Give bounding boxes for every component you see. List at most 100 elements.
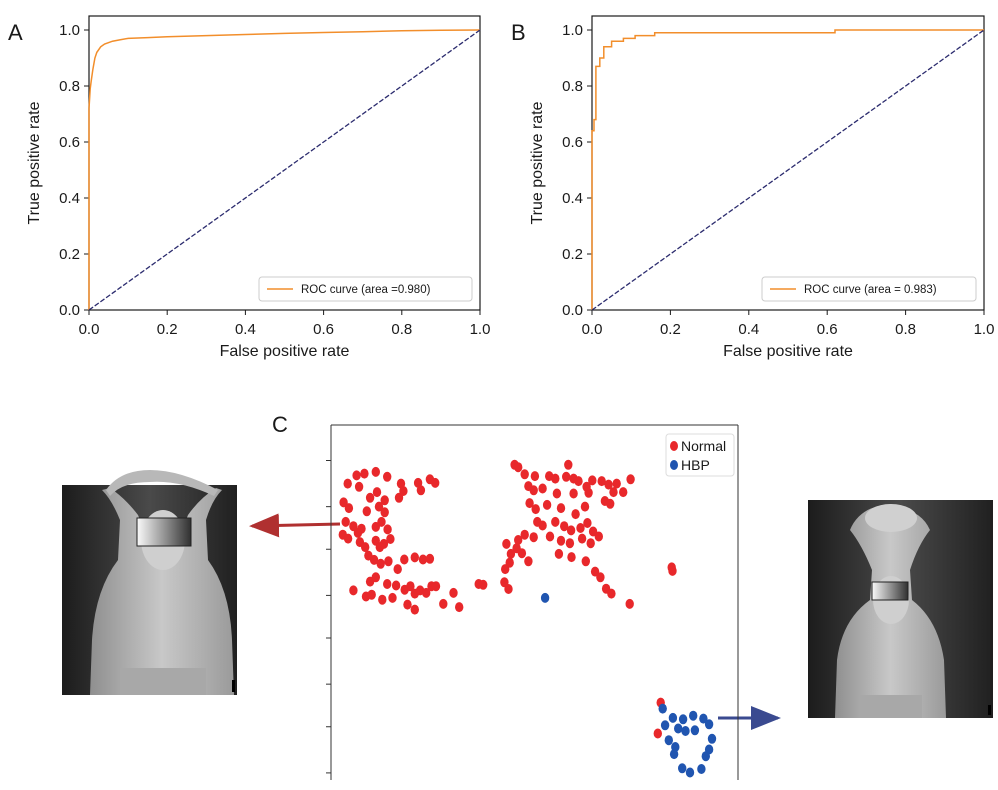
normal-point: [538, 520, 547, 531]
normal-point: [384, 556, 393, 567]
roc-curve-line: [591, 29, 984, 310]
panel-label-b: B: [511, 20, 526, 45]
normal-point: [514, 462, 523, 473]
normal-point: [372, 487, 382, 498]
normal-point: [394, 492, 404, 503]
normal-point: [552, 488, 562, 499]
normal-point: [668, 565, 677, 576]
normal-point: [512, 543, 521, 554]
normal-point: [565, 538, 575, 549]
normal-point: [551, 473, 560, 484]
normal-point: [386, 534, 395, 544]
hbp-point: [699, 713, 708, 724]
normal-point: [581, 556, 590, 567]
x-axis-label: False positive rate: [220, 343, 350, 360]
y-tick-label: 0.0: [59, 302, 80, 319]
normal-point: [504, 584, 513, 594]
normal-point: [569, 488, 578, 499]
normal-point: [349, 521, 358, 532]
y-axis-label: True positive rate: [529, 101, 546, 224]
legend-marker-hbp: [670, 460, 678, 470]
y-tick-label: 0.2: [562, 246, 583, 263]
y-tick-label: 0.6: [59, 134, 80, 151]
x-tick-label: 0.2: [660, 321, 681, 338]
panel-label-a: A: [8, 20, 23, 45]
normal-point: [596, 572, 605, 583]
roc-panel-b: B 0.0 0.2 0.4 0.6 0.8 1.0 0.0 0.2 0.4 0.6 0.8 1.0 Fa…: [511, 15, 995, 360]
hbp-point: [704, 719, 714, 730]
y-tick-label: 0.0: [562, 302, 583, 319]
normal-point: [349, 585, 358, 596]
normal-point: [529, 485, 538, 496]
legend-label-hbp: HBP: [681, 457, 710, 473]
normal-point: [524, 556, 533, 567]
x-tick-label: 0.6: [313, 321, 334, 338]
normal-point: [377, 516, 386, 527]
normal-point: [604, 479, 613, 490]
scatter-panel-c: C Normal HBP: [62, 412, 993, 780]
normal-point: [455, 602, 464, 613]
normal-point: [505, 557, 514, 568]
x-tick-label: 0.8: [895, 321, 916, 338]
normal-point: [343, 478, 352, 489]
normal-point: [371, 466, 380, 477]
hbp-point: [678, 714, 688, 725]
normal-point: [344, 503, 354, 514]
hbp-point: [690, 725, 700, 736]
x-tick-label: 0.2: [157, 321, 178, 338]
normal-point: [607, 588, 616, 599]
normal-point: [416, 485, 426, 496]
normal-point: [352, 470, 361, 481]
x-tick-label: 0.0: [79, 321, 100, 338]
normal-point: [380, 507, 389, 518]
normal-point: [562, 471, 571, 482]
normal-point: [653, 728, 662, 739]
x-tick-label: 1.0: [974, 321, 995, 338]
normal-point: [556, 503, 566, 514]
normal-point: [367, 589, 376, 600]
normal-point: [431, 581, 441, 592]
x-tick-label: 0.0: [582, 321, 603, 338]
hbp-point: [697, 764, 706, 774]
y-tick-label: 0.2: [59, 246, 80, 263]
x-axis-label: False positive rate: [723, 343, 853, 360]
normal-point: [380, 495, 389, 506]
normal-point: [560, 521, 569, 532]
normal-point: [383, 471, 392, 482]
legend-label-normal: Normal: [681, 438, 726, 454]
normal-point: [365, 492, 375, 503]
y-tick-label: 0.8: [59, 78, 80, 95]
legend-marker-normal: [670, 441, 678, 451]
normal-point: [529, 532, 538, 543]
normal-point: [531, 504, 540, 515]
normal-point: [369, 554, 379, 565]
normal-point: [520, 529, 529, 540]
normal-point: [538, 483, 547, 494]
plot-frame: [88, 15, 481, 311]
normal-point: [609, 487, 618, 498]
normal-point: [357, 523, 366, 534]
normal-point: [626, 474, 635, 485]
normal-point: [449, 587, 458, 598]
y-tick-label: 0.4: [59, 190, 80, 207]
y-tick-label: 1.0: [59, 22, 80, 39]
normal-point: [564, 459, 573, 470]
hbp-point: [701, 751, 710, 762]
normal-point: [439, 598, 448, 609]
normal-point: [577, 533, 587, 544]
y-tick-label: 1.0: [562, 22, 583, 39]
normal-point: [606, 498, 615, 509]
normal-point: [582, 481, 591, 492]
normal-point: [554, 548, 564, 559]
legend-box: [761, 276, 977, 302]
x-tick-label: 0.6: [817, 321, 838, 338]
normal-point: [520, 469, 529, 480]
y-tick-label: 0.4: [562, 190, 583, 207]
normal-point: [341, 516, 350, 527]
x-tick-label: 0.4: [738, 321, 759, 338]
normal-point: [514, 535, 523, 545]
normal-point: [588, 475, 597, 486]
normal-point: [371, 572, 380, 583]
normal-point: [576, 523, 585, 533]
